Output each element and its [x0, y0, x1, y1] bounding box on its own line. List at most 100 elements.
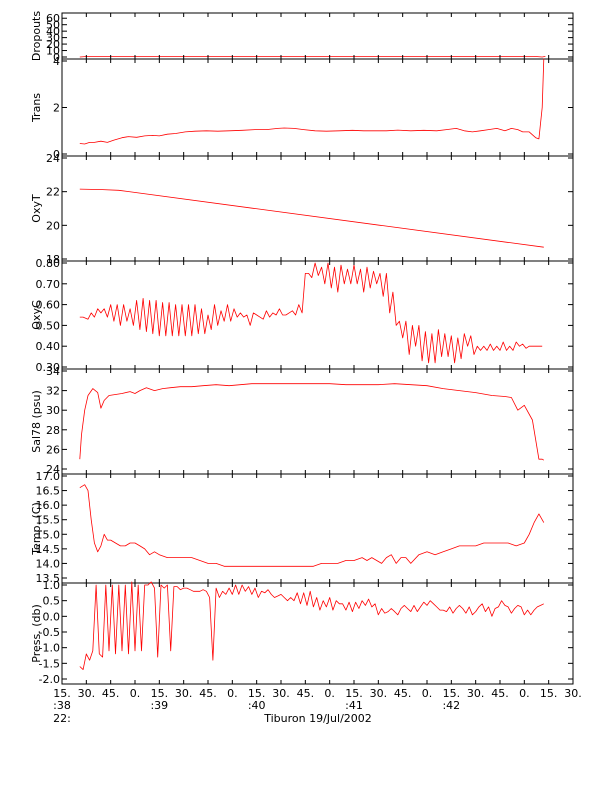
x-tick-label: 30. [78, 687, 96, 700]
y-tick-label: 10 [46, 45, 60, 58]
x-tick-label: 45. [491, 687, 509, 700]
y-tick-label: -2.0 [39, 673, 60, 686]
y-tick-label: 0 [53, 51, 60, 64]
y-tick-label: 16.0 [36, 499, 61, 512]
y-tick-label: 0.30 [36, 361, 61, 374]
y-tick-label: 0.80 [36, 257, 61, 270]
x-tick-label: 45. [297, 687, 315, 700]
x-tick-label: 30. [467, 687, 485, 700]
y-axis-label-press: Press. (db) [30, 604, 43, 663]
y-axis-label-trans: Trans [30, 93, 43, 123]
y-tick-label: 20 [46, 38, 60, 51]
y-tick-label: 22 [46, 186, 60, 199]
x-minute-label: :40 [248, 699, 266, 712]
x-axis-hour-label: 22: [53, 712, 71, 725]
series-line-press [79, 581, 544, 670]
x-tick-label: 15. [540, 687, 558, 700]
y-tick-label: 20 [46, 219, 60, 232]
y-tick-label: 2 [53, 102, 60, 115]
y-tick-label: 0.50 [36, 319, 61, 332]
y-tick-label: 0.40 [36, 340, 61, 353]
y-tick-label: 32 [46, 385, 60, 398]
x-axis-label: Tiburon 19/Jul/2002 [263, 712, 372, 725]
panel-frame [61, 368, 574, 475]
y-tick-label: 26 [46, 443, 60, 456]
y-axis-label-dropouts: Dropouts [30, 11, 43, 61]
x-tick-label: 15. [53, 687, 71, 700]
y-tick-label: 15.0 [36, 528, 61, 541]
x-minute-label: :41 [345, 699, 363, 712]
y-tick-label: 34 [46, 365, 60, 378]
series-line-sal78 [79, 383, 545, 461]
panel-frame [61, 582, 574, 685]
y-tick-label: 18 [46, 253, 60, 266]
series-line-trans [79, 58, 545, 145]
panel-oxyc: 0.30 0.40 0.50 0.60 0.70 0.80 OxyC [30, 257, 574, 374]
y-tick-label: 60 [46, 12, 60, 25]
x-tick-label: 0. [130, 687, 141, 700]
y-tick-label: -0.5 [39, 626, 60, 639]
y-tick-label: 0.5 [43, 595, 61, 608]
y-tick-label: 0.0 [43, 610, 61, 623]
panel-oxyt: 18 20 22 24 OxyT [30, 152, 574, 266]
x-tick-label: 45. [102, 687, 120, 700]
y-tick-label: 24 [46, 152, 60, 165]
y-tick-label: 50 [46, 19, 60, 32]
panel-frame [61, 473, 574, 584]
series-line-temp [79, 484, 545, 567]
y-tick-label: 4 [53, 55, 60, 68]
chart-panels: 0102030405060Dropouts024Trans18202224Oxy… [30, 11, 574, 686]
x-tick-label: 0. [422, 687, 433, 700]
series-line-oxyt [79, 188, 544, 248]
y-tick-label: 16.5 [36, 485, 61, 498]
panel-frame [61, 58, 574, 157]
x-tick-label: 0. [324, 687, 335, 700]
y-tick-label: 30 [46, 404, 60, 417]
panel-temp: 13.5 14.014.5 15.015.5 16.016.5 17.0 Temp. (C… [30, 470, 574, 585]
x-axis: 15. 30. 45. 0. 15. 30. 45. 0. 15. 30. 45. 0. 15. 30. 4… [53, 13, 582, 712]
x-tick-label: 0. [519, 687, 530, 700]
panel-frame [61, 155, 574, 262]
y-tick-label: 0.60 [36, 299, 61, 312]
y-tick-label: 14.5 [36, 543, 61, 556]
y-tick-label: 1.0 [43, 579, 61, 592]
y-tick-label: 17.0 [36, 470, 61, 483]
y-tick-label: 14.0 [36, 557, 61, 570]
x-tick-label: 30. [272, 687, 290, 700]
y-tick-label: 0 [53, 148, 60, 161]
y-tick-label: 15.5 [36, 514, 61, 527]
x-tick-label: 45. [394, 687, 412, 700]
y-tick-label: 40 [46, 25, 60, 38]
x-tick-label: 15. [248, 687, 266, 700]
x-tick-label: 45. [199, 687, 217, 700]
x-minute-label: :38 [53, 699, 71, 712]
x-tick-label: 0. [227, 687, 238, 700]
series-line-oxyc [79, 262, 543, 364]
y-axis-label-oxyc: OxyC [30, 300, 43, 330]
y-tick-label: 28 [46, 424, 60, 437]
x-tick-label: 30. [370, 687, 388, 700]
y-tick-label: -1.0 [39, 642, 60, 655]
y-tick-label: 30 [46, 32, 60, 45]
y-tick-label: 24 [46, 463, 60, 476]
y-tick-label: -1.5 [39, 657, 60, 670]
x-tick-label: 15. [151, 687, 169, 700]
y-axis-label-temp: Temp. (C) [30, 502, 43, 556]
x-minute-label: :42 [442, 699, 460, 712]
x-tick-label: 30. [564, 687, 582, 700]
x-tick-label: 15. [345, 687, 363, 700]
x-tick-label: 15. [443, 687, 461, 700]
series-line-dropouts [79, 56, 546, 58]
y-tick-label: 0.70 [36, 278, 61, 291]
y-axis-label-oxyt: OxyT [30, 194, 43, 223]
y-tick-label: 13.5 [36, 572, 61, 585]
x-tick-label: 30. [175, 687, 193, 700]
y-axis-label-sal78: Sal78 (psu) [30, 390, 43, 453]
x-minute-label: :39 [150, 699, 168, 712]
panel-frame [61, 12, 574, 60]
panel-trans: 0 2 4 Trans [30, 55, 574, 161]
